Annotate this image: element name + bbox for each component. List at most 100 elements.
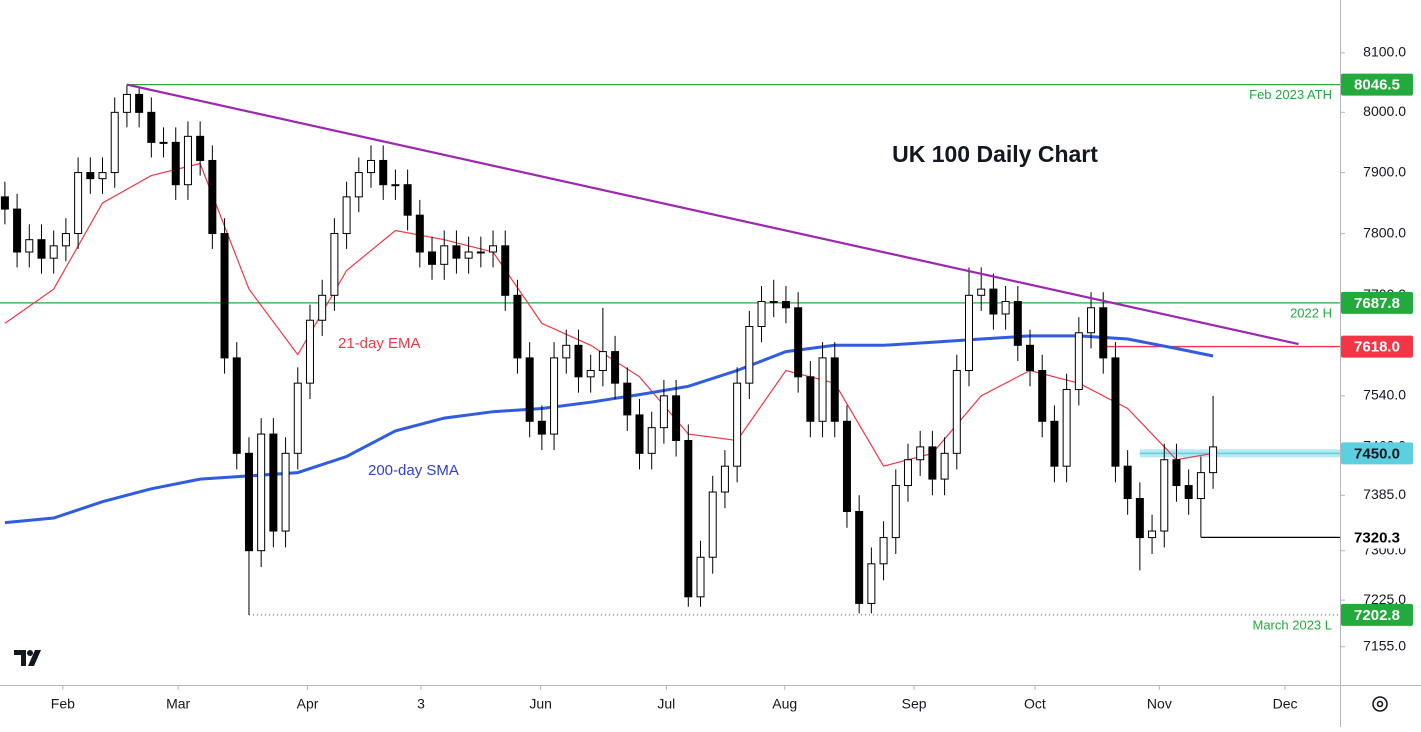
candle-body	[537, 420, 546, 435]
candle-body	[830, 357, 839, 422]
price-box	[1341, 291, 1413, 314]
candle-body	[13, 208, 22, 253]
candle-body	[611, 351, 620, 384]
plot-area: Feb 2023 ATH 2022 H March 2023 L	[0, 83, 1340, 632]
x-tick-label: Feb	[51, 696, 75, 712]
candle-body	[1123, 465, 1132, 500]
candle-body	[269, 433, 278, 532]
candle-body	[1160, 459, 1169, 532]
candle-body	[781, 301, 790, 309]
candle-body	[1111, 357, 1120, 467]
candle-body	[1172, 459, 1181, 487]
candle-body	[501, 245, 510, 296]
candle-body	[1038, 370, 1047, 422]
price-box-label: 7450.0	[1354, 445, 1400, 462]
candle-body	[74, 172, 83, 235]
candle-body	[0, 196, 9, 210]
price-box	[1341, 526, 1413, 549]
candle-body	[293, 382, 302, 454]
candle-body	[25, 239, 34, 253]
candle-body	[244, 452, 253, 552]
candle-body	[647, 427, 656, 454]
candle-body	[562, 344, 571, 359]
candle-body	[318, 294, 327, 321]
sma-label: 200-day SMA	[368, 462, 459, 479]
candle-body	[672, 395, 681, 441]
x-tick-label: Dec	[1273, 696, 1298, 712]
x-tick-label: Oct	[1024, 696, 1046, 712]
candle-body	[1196, 472, 1205, 500]
candle-body	[940, 452, 949, 480]
candle-body	[708, 491, 717, 558]
candle-body	[1135, 498, 1144, 539]
candle-body	[1050, 420, 1059, 467]
candle-body	[232, 357, 241, 454]
ema-label: 21-day EMA	[338, 335, 421, 352]
candle-body	[391, 184, 400, 187]
y-tick-label: 7385.0	[1363, 486, 1406, 502]
candle-body	[367, 159, 376, 174]
candle-body	[659, 395, 668, 429]
y-tick-label: 7900.0	[1363, 163, 1406, 179]
candle-body	[1099, 307, 1108, 359]
candle-body	[989, 288, 998, 315]
candle-body	[879, 537, 888, 565]
candle-body	[281, 452, 290, 532]
y-tick-label: 7225.0	[1363, 591, 1406, 607]
candle-body	[1087, 307, 1096, 334]
y-tick-label: 7540.0	[1363, 387, 1406, 403]
candle-body	[818, 357, 827, 422]
candle-body	[61, 233, 70, 247]
candle-body	[1013, 301, 1022, 346]
candle-body	[977, 288, 986, 296]
y-tick-label: 7155.0	[1363, 637, 1406, 653]
candle-body	[720, 465, 729, 493]
candle-body	[745, 326, 754, 384]
x-tick-label: Jun	[529, 696, 552, 712]
candle-body	[37, 239, 46, 259]
candle-body	[806, 376, 815, 422]
candle-body	[1209, 446, 1218, 474]
candle-body	[842, 420, 851, 512]
candle-body	[98, 172, 107, 180]
candle-body	[489, 245, 498, 253]
candle-body	[196, 135, 205, 161]
candle-body	[1184, 485, 1193, 500]
candle-body	[452, 245, 461, 259]
candle-body	[122, 93, 131, 113]
candle-body	[257, 433, 266, 552]
settings-icon[interactable]	[1372, 696, 1388, 712]
candle-body	[635, 414, 644, 454]
candle-body	[1062, 388, 1071, 467]
candle-body	[464, 251, 473, 259]
candle-body	[513, 294, 522, 359]
candle-body	[1148, 530, 1157, 539]
candle-body	[342, 196, 351, 235]
price-box-label: 7687.8	[1354, 295, 1400, 312]
level-label: March 2023 L	[1253, 617, 1333, 632]
candle-body	[733, 382, 742, 467]
candle-body	[550, 357, 559, 435]
y-tick-label: 7800.0	[1363, 224, 1406, 240]
candle-body	[440, 245, 449, 265]
candle-body	[855, 510, 864, 604]
candle-body	[147, 111, 156, 143]
candle-body	[598, 351, 607, 372]
candle-body	[379, 159, 388, 186]
candle-body	[903, 459, 912, 487]
candle-body	[794, 307, 803, 378]
candle-body	[696, 556, 705, 598]
candle-body	[305, 319, 314, 384]
x-tick-label: Apr	[297, 696, 319, 712]
candle-body	[867, 563, 876, 604]
candle-body	[757, 301, 766, 328]
trendline	[126, 83, 1299, 346]
y-tick-label: 8100.0	[1363, 44, 1406, 60]
candle-body	[86, 172, 95, 180]
level-label: Feb 2023 ATH	[1249, 87, 1332, 102]
logo	[14, 650, 41, 666]
x-tick-label: Nov	[1147, 696, 1172, 712]
x-tick-label: 3	[417, 696, 425, 712]
